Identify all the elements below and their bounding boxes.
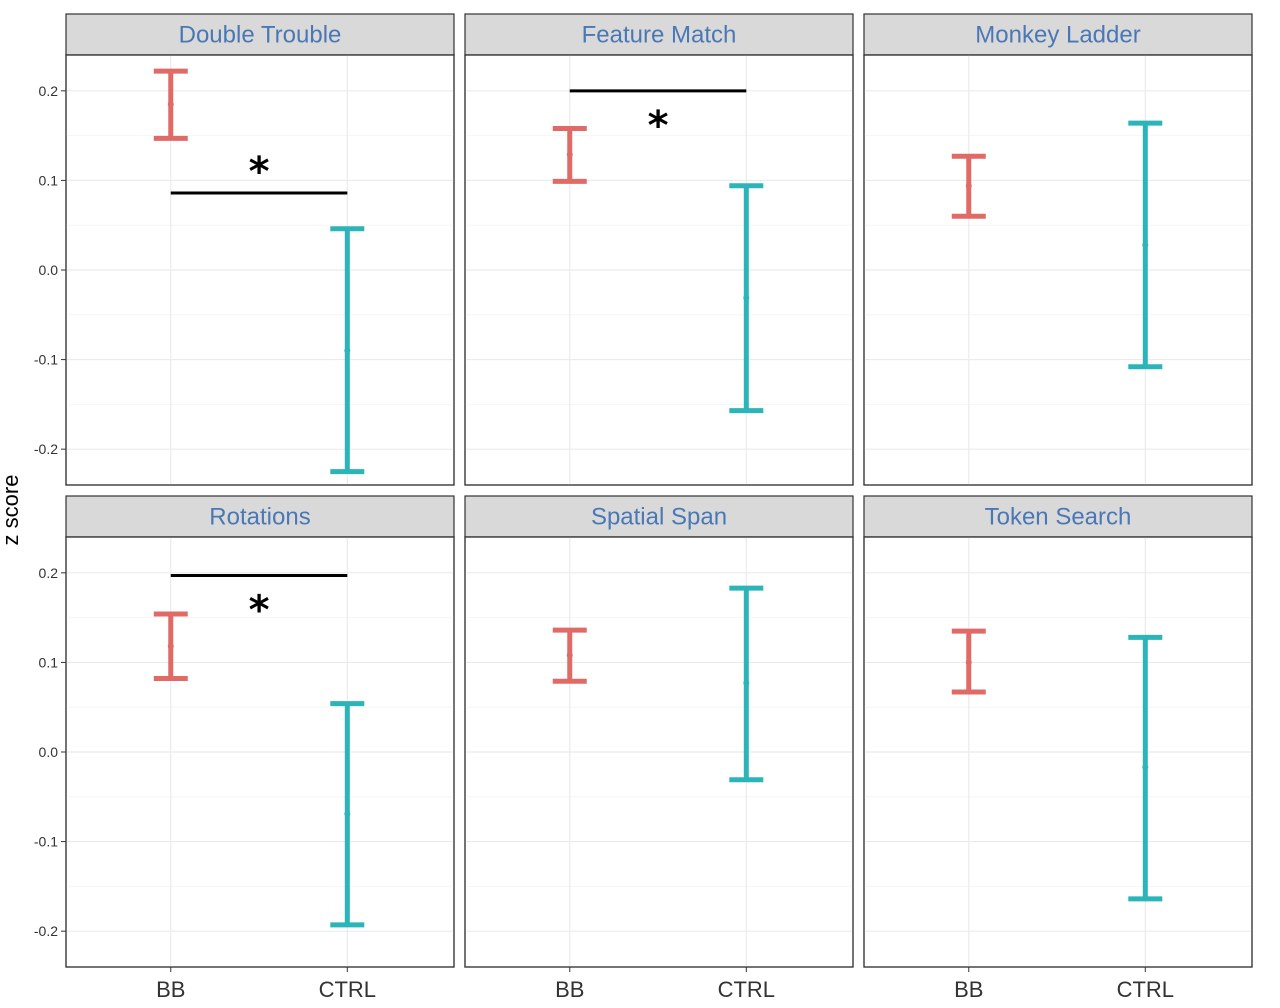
facet-title: Double Trouble (179, 22, 342, 49)
mean-point (1142, 764, 1149, 771)
error-bar-bb (951, 628, 986, 695)
significance-star: * (249, 588, 270, 634)
mean-point (1142, 241, 1149, 248)
panel-border (863, 536, 1253, 968)
mean-point (743, 294, 750, 301)
y-tick-label: -0.2 (34, 441, 58, 457)
mean-point (344, 810, 351, 817)
panel-border (464, 536, 854, 968)
facet-panels: Double Trouble-0.2-0.10.00.10.2*Feature … (34, 13, 1253, 1002)
facet-title: Token Search (985, 504, 1132, 531)
facet-panel: Spatial Span BB CTRL (464, 495, 854, 1002)
y-axis-title: z score (0, 475, 23, 546)
facet-title: Spatial Span (591, 504, 727, 531)
mean-point (344, 347, 351, 354)
mean-point (743, 680, 750, 687)
y-tick-label: 0.1 (39, 654, 59, 670)
mean-point (965, 182, 972, 189)
error-bar-ctrl (330, 701, 365, 928)
facet-strip (863, 495, 1253, 538)
facet-strip (65, 13, 455, 56)
y-tick-label: -0.1 (34, 352, 58, 368)
facet-panel: Monkey Ladder (863, 13, 1253, 486)
x-tick-label: BB (954, 977, 983, 1002)
facet-title: Rotations (209, 504, 310, 531)
error-bar-ctrl (1128, 120, 1163, 370)
mean-point (566, 652, 573, 659)
error-bar-bb (153, 68, 188, 141)
error-bar-bb (153, 611, 188, 682)
facet-title: Monkey Ladder (975, 22, 1140, 49)
panel-border (464, 54, 854, 486)
x-tick-label: CTRL (319, 977, 376, 1002)
error-bar-ctrl (729, 585, 764, 783)
panel-border (863, 54, 1253, 486)
mean-point (965, 659, 972, 666)
error-bar-ctrl (330, 226, 365, 475)
significance-star: * (648, 103, 669, 149)
y-tick-label: 0.1 (39, 172, 59, 188)
facet-strip (464, 13, 854, 56)
y-tick-label: 0.0 (39, 744, 59, 760)
error-bar-ctrl (1128, 634, 1163, 902)
y-tick-label: -0.1 (34, 834, 58, 850)
y-tick-label: -0.2 (34, 923, 58, 939)
facet-panel: Token Search BB CTRL (863, 495, 1253, 1002)
x-tick-label: BB (555, 977, 584, 1002)
mean-point (167, 101, 174, 108)
facet-strip (863, 13, 1253, 56)
y-tick-label: 0.2 (39, 83, 59, 99)
error-bar-bb (552, 627, 587, 684)
facet-panel: Double Trouble -0.2 -0.1 0.0 0.1 0.2 * (34, 13, 455, 486)
mean-point (167, 643, 174, 650)
error-bar-bb (951, 153, 986, 219)
x-tick-label: CTRL (718, 977, 775, 1002)
facet-panel: Rotations -0.2 -0.1 0.0 0.1 0.2 BB CTRL * (34, 495, 455, 1002)
x-tick-label: CTRL (1117, 977, 1174, 1002)
y-tick-label: 0.2 (39, 565, 59, 581)
facet-title: Feature Match (582, 22, 737, 49)
x-tick-label: BB (156, 977, 185, 1002)
mean-point (566, 151, 573, 158)
facet-panel: Feature Match * (464, 13, 854, 486)
error-bar-ctrl (729, 183, 764, 414)
y-tick-label: 0.0 (39, 262, 59, 278)
facet-strip (65, 495, 455, 538)
error-bar-bb (552, 125, 587, 184)
significance-star: * (249, 149, 270, 195)
